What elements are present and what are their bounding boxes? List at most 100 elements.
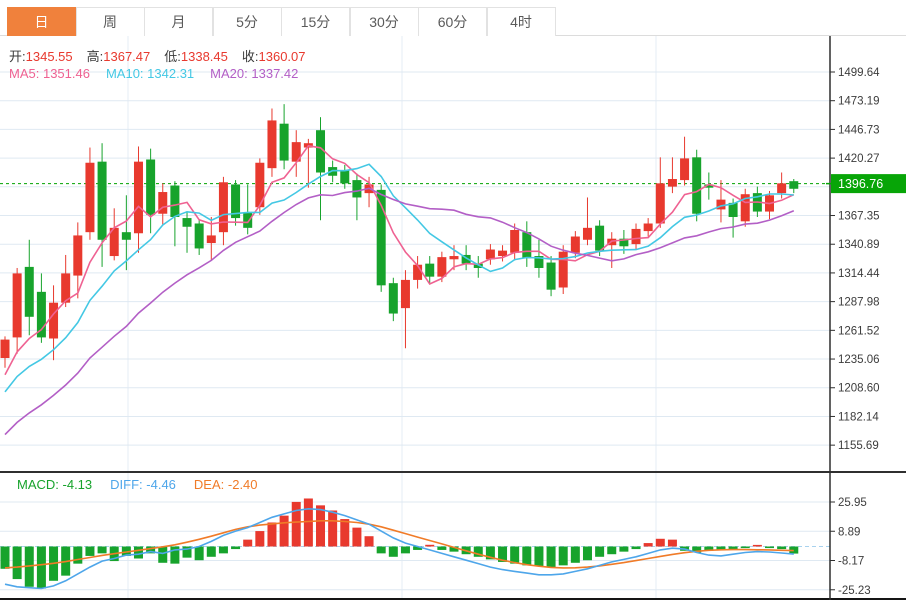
high-label: 高: [86,49,104,64]
diff-value: DIFF: -4.46 [110,477,176,492]
candle-body [388,283,398,314]
candle-body [570,236,580,253]
macd-tick-label: -25.23 [838,585,871,597]
macd-hist-bar [595,546,605,557]
macd-hist-bar [206,546,216,557]
macd-hist-bar [36,546,46,589]
tab-15min[interactable]: 15分 [281,7,350,36]
low-label: 低: [164,49,181,64]
candle-body [376,189,386,286]
candle-body [194,223,204,249]
price-tick-label: 1473.19 [838,96,880,108]
candle-body [595,225,605,251]
macd-hist-bar [570,546,580,563]
macd-hist-bar [619,546,629,552]
candle-body [121,232,131,240]
macd-tick-label: -8.17 [838,556,864,568]
close-value: 1360.07 [258,49,306,64]
price-tick-label: 1235.06 [838,354,880,366]
price-tick-label: 1155.69 [838,440,879,452]
macd-hist-bar [607,546,617,555]
candle-body [692,157,702,214]
macd-hist-bar [85,546,95,556]
tab-day[interactable]: 日 [7,7,76,36]
candle-body [655,183,665,224]
macd-hist-bar [473,546,483,557]
price-tick-label: 1261.52 [838,325,880,337]
candle-body [680,158,690,181]
candle-body [789,181,799,189]
macd-hist-bar [352,527,362,547]
ma-info-row: MA5: 1351.46 MA10: 1342.31 MA20: 1337.42 [9,66,298,81]
candle-body [73,235,83,276]
macd-info-row: MACD: -4.13 DIFF: -4.46 DEA: -2.40 [17,477,258,492]
candle-body [243,212,253,228]
candle-body [0,339,10,359]
macd-hist-bar [12,546,22,580]
macd-hist-bar [534,546,544,567]
candle-body [279,123,289,161]
macd-hist-bar [218,546,228,554]
macd-hist-bar [194,546,204,561]
price-tick-label: 1208.60 [838,383,880,395]
macd-hist-bar [765,546,775,549]
price-tick-label: 1420.27 [838,153,880,165]
candle-body [546,262,556,290]
candle-body [24,266,34,317]
open-label: 开: [9,49,26,64]
macd-hist-bar [413,546,423,550]
price-tick-label: 1340.89 [838,239,880,251]
candle-body [777,183,787,194]
candle-body [400,279,410,309]
candle-body [85,162,95,233]
macd-hist-bar [73,546,83,564]
macd-hist-bar [255,531,265,547]
candle-body [352,180,362,198]
macd-hist-bar [425,544,435,547]
macd-hist-bar [97,546,107,554]
macd-hist-bar [182,546,192,558]
macd-hist-bar [692,546,702,553]
macd-hist-bar [133,546,143,559]
macd-hist-bar [582,546,592,561]
candle-body [340,170,350,184]
candle-body [619,238,629,247]
macd-hist-bar [667,539,677,547]
macd-hist-bar [340,519,350,547]
price-tick-label: 1287.98 [838,297,880,309]
macd-hist-bar [231,546,241,550]
macd-hist-bar [316,505,326,547]
tab-4hour[interactable]: 4时 [486,7,556,36]
macd-hist-bar [0,546,10,569]
macd-hist-bar [728,546,738,550]
candle-body [631,228,641,245]
candle-body [97,161,107,240]
macd-hist-bar [643,543,653,547]
macd-hist-bar [449,546,459,552]
candle-body [109,227,119,257]
current-price-badge [831,174,906,194]
dea-line [4,519,794,569]
macd-hist-bar [437,546,447,550]
ma10-value: MA10: 1342.31 [105,66,195,81]
candle-body [12,273,22,338]
candle-body [218,182,228,233]
macd-hist-bar [716,546,726,550]
candle-body [534,256,544,268]
candle-body [61,273,71,303]
panel-separator [0,471,906,473]
period-tab-bar: 日周月 5分 15分 30分 60分 4时 [0,0,906,36]
candle-body [485,249,495,260]
candle-body [667,179,677,187]
candle-body [558,251,568,288]
macd-hist-bar [510,546,520,564]
tab-5min[interactable]: 5分 [212,7,282,36]
macd-hist-bar [279,515,289,547]
macd-hist-bar [631,546,641,550]
tab-30min[interactable]: 30分 [349,7,419,36]
candle-body [740,194,750,222]
price-tick-label: 1499.64 [838,67,880,79]
macd-hist-bar [485,546,495,560]
